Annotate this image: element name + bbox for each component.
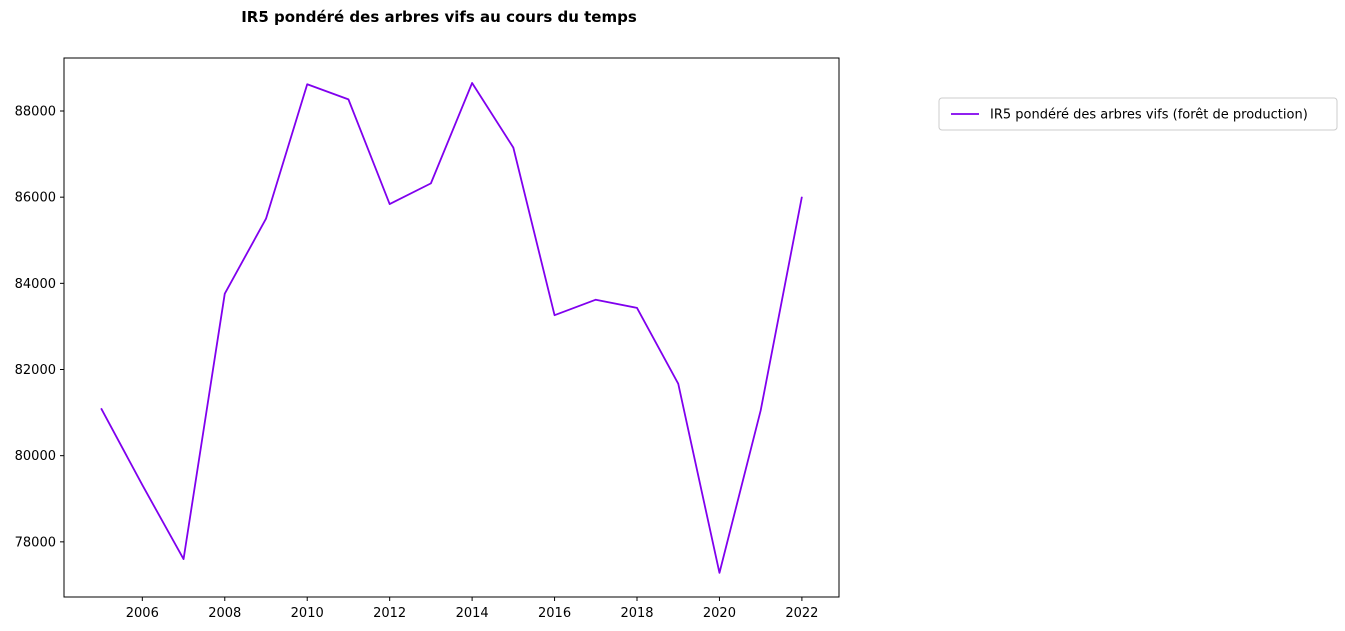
x-tick-label: 2016 <box>538 606 571 621</box>
chart-title: IR5 pondéré des arbres vifs au cours du … <box>241 8 637 26</box>
x-tick-label: 2018 <box>620 606 653 621</box>
series-line <box>100 82 803 574</box>
y-tick-label: 78000 <box>15 535 56 550</box>
y-tick-label: 88000 <box>15 104 56 119</box>
x-tick-label: 2006 <box>126 606 159 621</box>
y-tick-label: 86000 <box>15 191 56 206</box>
x-tick-label: 2008 <box>208 606 241 621</box>
x-tick-label: 2012 <box>373 606 406 621</box>
legend-label: IR5 pondéré des arbres vifs (forêt de pr… <box>990 108 1308 123</box>
y-tick-label: 84000 <box>15 277 56 292</box>
x-tick-label: 2020 <box>703 606 736 621</box>
x-tick-label: 2010 <box>291 606 324 621</box>
axes-frame <box>63 57 840 598</box>
x-tick-label: 2014 <box>456 606 489 621</box>
legend-box <box>938 97 1338 131</box>
x-tick-label: 2022 <box>785 606 818 621</box>
plot-area: 2006 2008 2010 2012 2014 2016 2018 2020 2022 7800… <box>15 57 840 621</box>
y-tick-label: 82000 <box>15 363 56 378</box>
legend: IR5 pondéré des arbres vifs (forêt de pr… <box>938 97 1338 131</box>
y-tick-label: 80000 <box>15 449 56 464</box>
